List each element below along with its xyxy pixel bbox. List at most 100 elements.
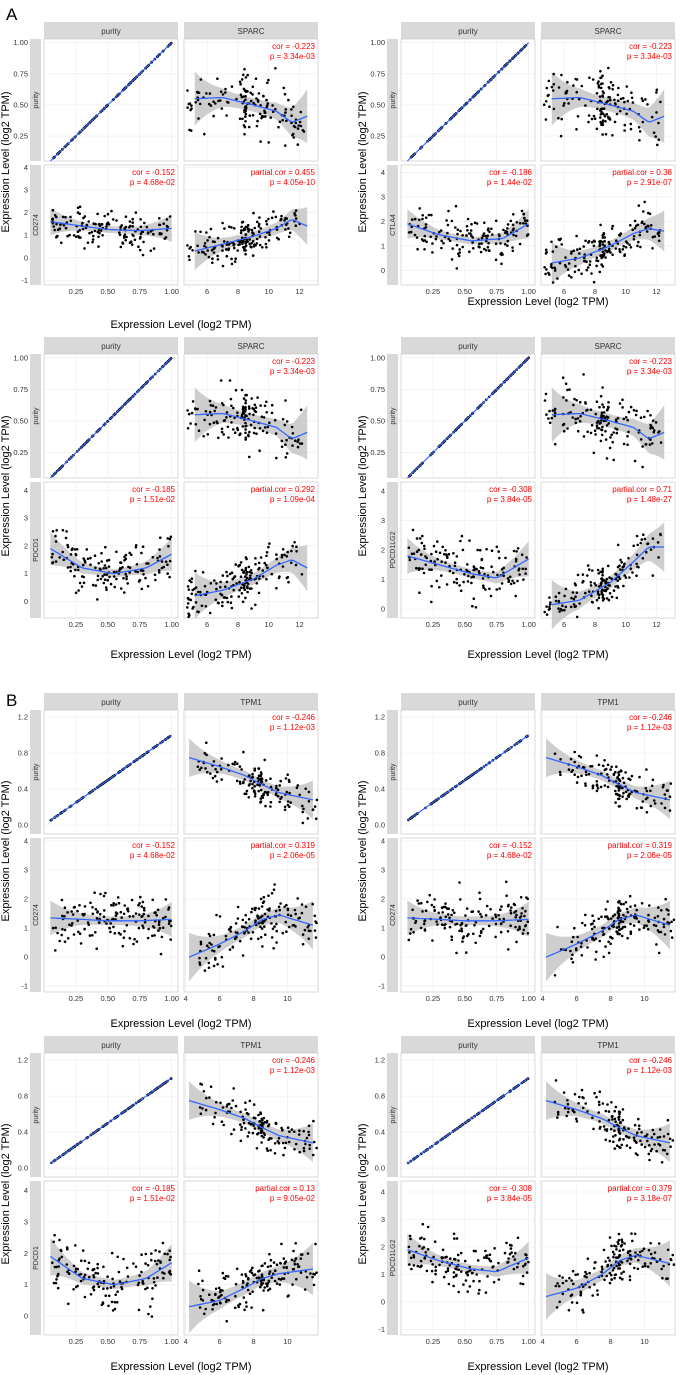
data-point xyxy=(544,100,548,103)
data-point xyxy=(154,578,157,582)
data-point xyxy=(215,582,218,585)
data-point xyxy=(609,81,613,84)
x-tick-label: 0.25 xyxy=(69,620,84,629)
data-point xyxy=(566,1099,569,1102)
data-point xyxy=(472,565,476,568)
data-point xyxy=(505,894,508,897)
regression-line xyxy=(407,1077,529,1165)
data-point xyxy=(509,924,512,927)
data-point xyxy=(562,1091,566,1094)
row-strip xyxy=(30,354,41,478)
y-tick-label: 0.25 xyxy=(370,132,385,141)
data-point xyxy=(450,219,454,223)
data-point xyxy=(615,784,618,788)
data-point xyxy=(53,228,56,232)
data-point xyxy=(430,568,433,571)
data-point xyxy=(243,932,246,935)
data-point xyxy=(274,786,278,790)
data-point xyxy=(613,1109,616,1113)
data-point xyxy=(667,909,670,912)
data-point xyxy=(613,98,616,102)
data-point xyxy=(86,1267,90,1271)
data-point xyxy=(591,569,594,572)
data-point xyxy=(471,241,474,244)
data-point xyxy=(134,1265,138,1268)
data-point xyxy=(484,914,488,917)
y-tick-label: -1 xyxy=(378,982,385,991)
data-point xyxy=(603,252,606,255)
data-point xyxy=(142,926,145,930)
data-point xyxy=(636,244,639,248)
data-point xyxy=(460,534,464,538)
data-point xyxy=(266,793,270,797)
data-point xyxy=(308,1147,312,1150)
data-point xyxy=(119,910,123,914)
data-point xyxy=(605,577,609,581)
data-point xyxy=(623,925,627,929)
data-point xyxy=(636,543,639,547)
data-point xyxy=(290,425,294,429)
data-point xyxy=(265,554,268,558)
data-point xyxy=(110,1251,114,1255)
data-point xyxy=(513,911,516,914)
data-point xyxy=(188,579,191,582)
data-point xyxy=(243,67,246,71)
data-point xyxy=(411,908,414,912)
data-point xyxy=(670,920,673,924)
data-point xyxy=(103,573,106,576)
data-point xyxy=(220,955,224,959)
data-point xyxy=(430,584,433,588)
data-point xyxy=(570,940,574,943)
data-point xyxy=(266,1265,270,1269)
data-point xyxy=(304,1142,307,1146)
data-point xyxy=(633,1139,636,1142)
data-point xyxy=(267,545,270,549)
data-point xyxy=(228,379,232,382)
data-point xyxy=(611,1114,614,1118)
data-point xyxy=(610,1101,613,1104)
data-point xyxy=(106,578,110,582)
data-point xyxy=(574,264,577,268)
smooth-line xyxy=(545,756,671,801)
data-point xyxy=(96,574,100,578)
data-point xyxy=(461,940,464,943)
data-point xyxy=(228,225,231,229)
data-point xyxy=(442,241,445,245)
data-point xyxy=(290,549,293,553)
data-point xyxy=(225,416,228,419)
data-point xyxy=(589,431,593,435)
data-point xyxy=(168,919,171,923)
data-point xyxy=(124,553,128,557)
data-point xyxy=(63,928,67,932)
data-point xyxy=(74,1244,77,1247)
data-point xyxy=(97,245,100,248)
data-point xyxy=(199,1082,202,1086)
data-point xyxy=(313,1273,317,1276)
data-point xyxy=(240,1273,244,1276)
data-point xyxy=(73,548,77,551)
x-tick-label: 0.75 xyxy=(132,994,147,1003)
data-point xyxy=(270,572,274,576)
data-point xyxy=(455,555,459,558)
data-point xyxy=(281,931,285,935)
data-point xyxy=(478,242,481,246)
data-point xyxy=(146,1263,150,1267)
data-point xyxy=(574,417,577,421)
data-point xyxy=(624,246,628,249)
data-point xyxy=(584,770,588,774)
data-point xyxy=(234,1294,237,1298)
data-point xyxy=(444,561,447,564)
x-tick-label: 0.25 xyxy=(69,1337,84,1346)
data-point xyxy=(311,1275,314,1279)
data-point xyxy=(614,770,617,774)
data-point xyxy=(653,1143,656,1146)
data-point xyxy=(294,224,298,227)
data-point xyxy=(601,567,604,571)
data-point xyxy=(645,230,649,233)
data-point xyxy=(53,1265,57,1269)
data-point xyxy=(460,922,464,926)
data-point xyxy=(301,933,305,936)
data-point xyxy=(596,787,600,790)
data-point xyxy=(281,1277,284,1280)
data-point xyxy=(210,248,214,252)
